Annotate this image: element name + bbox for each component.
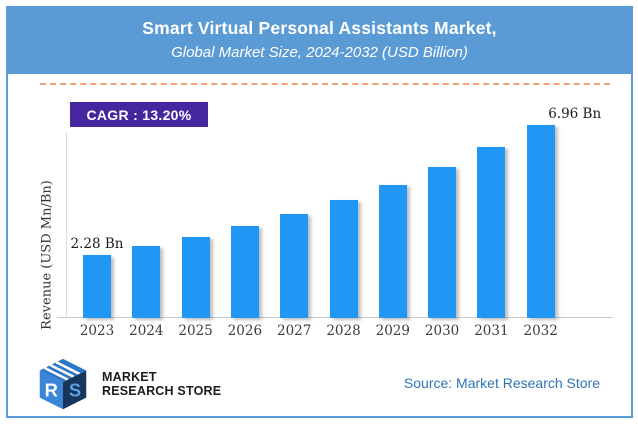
mrs-cube-logo-icon: R S [39, 358, 87, 410]
cagr-badge: CAGR : 13.20% [70, 102, 208, 127]
brand-logo-text: MARKET RESEARCH STORE [102, 370, 221, 399]
chart-subtitle: Global Market Size, 2024-2032 (USD Billi… [171, 44, 468, 61]
chart-header: Smart Virtual Personal Assistants Market… [8, 8, 631, 74]
y-axis-title: Revenue (USD Mn/Bn) [39, 180, 55, 330]
brand-logo: R S MARKET RESEARCH STORE [32, 355, 221, 413]
brand-logo-line2: RESEARCH STORE [102, 384, 222, 398]
svg-text:R: R [45, 380, 58, 401]
cagr-badge-label: CAGR : 13.20% [86, 106, 192, 123]
dashed-divider [40, 83, 610, 85]
brand-logo-line1: MARKET [102, 369, 157, 384]
chart-title: Smart Virtual Personal Assistants Market… [142, 18, 497, 38]
svg-text:S: S [69, 380, 81, 401]
source-attribution: Source: Market Research Store [403, 375, 600, 391]
